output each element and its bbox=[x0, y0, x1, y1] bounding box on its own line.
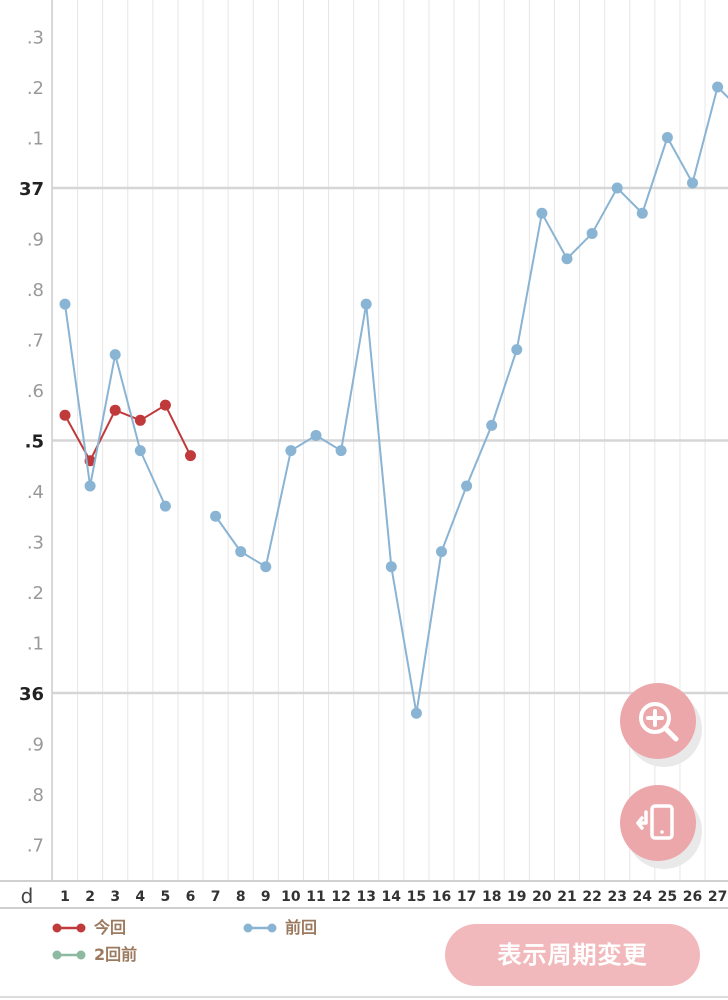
y-tick-label: .1 bbox=[27, 129, 44, 150]
data-point bbox=[335, 445, 347, 457]
data-point bbox=[486, 419, 498, 431]
x-tick-label: 10 bbox=[281, 889, 301, 905]
legend-label: 2回前 bbox=[94, 945, 138, 964]
data-point bbox=[109, 349, 121, 361]
data-point bbox=[561, 253, 573, 265]
x-tick-label: 1 bbox=[60, 889, 70, 905]
y-tick-label: .7 bbox=[27, 331, 44, 352]
temperature-chart[interactable]: .3.2.137.9.8.7.6.5.4.3.2.136.9.8.7d 1 2 3 4 5… bbox=[0, 0, 728, 910]
zoom-button[interactable] bbox=[620, 683, 696, 759]
x-tick-label: 27 bbox=[708, 889, 727, 905]
data-point bbox=[159, 399, 171, 411]
data-point bbox=[285, 445, 297, 457]
legend-label: 今回 bbox=[94, 918, 127, 937]
data-point bbox=[59, 409, 71, 421]
data-point bbox=[59, 298, 71, 310]
data-point bbox=[84, 480, 96, 492]
x-tick-label: 5 bbox=[161, 889, 171, 905]
x-tick-label: 7 bbox=[211, 889, 221, 905]
data-point bbox=[134, 414, 146, 426]
x-tick-label: 11 bbox=[306, 889, 325, 905]
data-point bbox=[586, 227, 598, 239]
data-point bbox=[185, 450, 196, 462]
y-tick-label: 36 bbox=[19, 684, 44, 705]
zoom-in-icon bbox=[639, 702, 679, 742]
rotate-phone-icon bbox=[636, 804, 674, 840]
y-tick-label: .6 bbox=[27, 381, 44, 402]
x-tick-label: 20 bbox=[532, 889, 552, 905]
x-tick-label: 13 bbox=[356, 889, 375, 905]
y-tick-label: .7 bbox=[27, 836, 44, 857]
x-tick-label: 18 bbox=[482, 889, 501, 905]
data-point bbox=[385, 561, 397, 573]
data-point bbox=[461, 480, 473, 492]
grid bbox=[0, 0, 728, 909]
data-point bbox=[134, 445, 146, 457]
data-point bbox=[611, 182, 623, 194]
x-tick-label: 9 bbox=[261, 889, 271, 905]
y-tick-label: .8 bbox=[27, 280, 44, 301]
data-point bbox=[235, 546, 247, 558]
series-line bbox=[214, 85, 728, 714]
x-tick-label: 25 bbox=[658, 889, 677, 905]
data-point bbox=[410, 707, 422, 719]
data-point bbox=[661, 132, 673, 143]
series-前回 bbox=[59, 81, 728, 719]
y-tick-label: .3 bbox=[27, 28, 44, 49]
y-tick-label: .2 bbox=[27, 583, 44, 604]
rotate-button[interactable] bbox=[620, 785, 696, 861]
x-tick-label: 22 bbox=[582, 889, 601, 905]
legend-label: 前回 bbox=[285, 918, 318, 937]
data-point bbox=[436, 546, 447, 558]
x-tick-label: 19 bbox=[507, 889, 526, 905]
change-period-button[interactable]: 表示周期変更 bbox=[445, 924, 700, 986]
data-point bbox=[511, 344, 523, 356]
y-tick-label: .8 bbox=[27, 785, 44, 806]
x-tick-label: 16 bbox=[432, 889, 451, 905]
x-tick-label: 12 bbox=[331, 889, 350, 905]
y-tick-label: .9 bbox=[27, 230, 44, 251]
y-tick-label: 37 bbox=[19, 179, 44, 200]
x-tick-label: 8 bbox=[236, 889, 246, 905]
data-point bbox=[536, 207, 548, 219]
x-tick-label: 6 bbox=[186, 889, 196, 905]
x-tick-label: 4 bbox=[135, 889, 145, 905]
y-tick-label: .5 bbox=[25, 432, 44, 453]
data-point bbox=[636, 207, 648, 219]
y-tick-label: .1 bbox=[27, 634, 44, 655]
y-tick-label: .3 bbox=[27, 533, 44, 554]
x-tick-label: 17 bbox=[457, 889, 476, 905]
legend-swatch bbox=[52, 923, 86, 933]
y-tick-labels: .3 .2 .1 37 .9 .8 .7 .6 .5 .4 .3 .2 .1 36 .9 .8 .7 bbox=[19, 28, 44, 857]
data-point bbox=[310, 429, 322, 441]
x-tick-label: 3 bbox=[110, 889, 120, 905]
x-axis-label: d bbox=[21, 884, 34, 908]
data-point bbox=[260, 561, 272, 573]
divider bbox=[0, 996, 728, 998]
legend-swatch bbox=[52, 950, 86, 960]
y-tick-label: .4 bbox=[27, 482, 44, 503]
data-point bbox=[210, 510, 222, 522]
x-tick-label: 14 bbox=[382, 889, 402, 905]
x-tick-label: 26 bbox=[683, 889, 702, 905]
data-point bbox=[712, 81, 724, 93]
data-point bbox=[159, 500, 171, 512]
y-tick-label: .2 bbox=[27, 78, 44, 99]
x-tick-label: 21 bbox=[557, 889, 576, 905]
data-point bbox=[687, 177, 698, 189]
data-point bbox=[360, 298, 372, 310]
x-tick-label: 2 bbox=[85, 889, 95, 905]
x-tick-label: 24 bbox=[633, 889, 653, 905]
data-point bbox=[109, 404, 121, 416]
x-tick-label: 15 bbox=[407, 889, 426, 905]
legend-swatch bbox=[243, 923, 277, 933]
x-tick-label: 23 bbox=[607, 889, 626, 905]
y-tick-label: .9 bbox=[27, 735, 44, 756]
x-tick-labels: 1 2 3 4 5 6 7 8 9 10 11 12 13 14 15 16 17 18 19 20 21 22 23 24 2… bbox=[60, 889, 727, 905]
